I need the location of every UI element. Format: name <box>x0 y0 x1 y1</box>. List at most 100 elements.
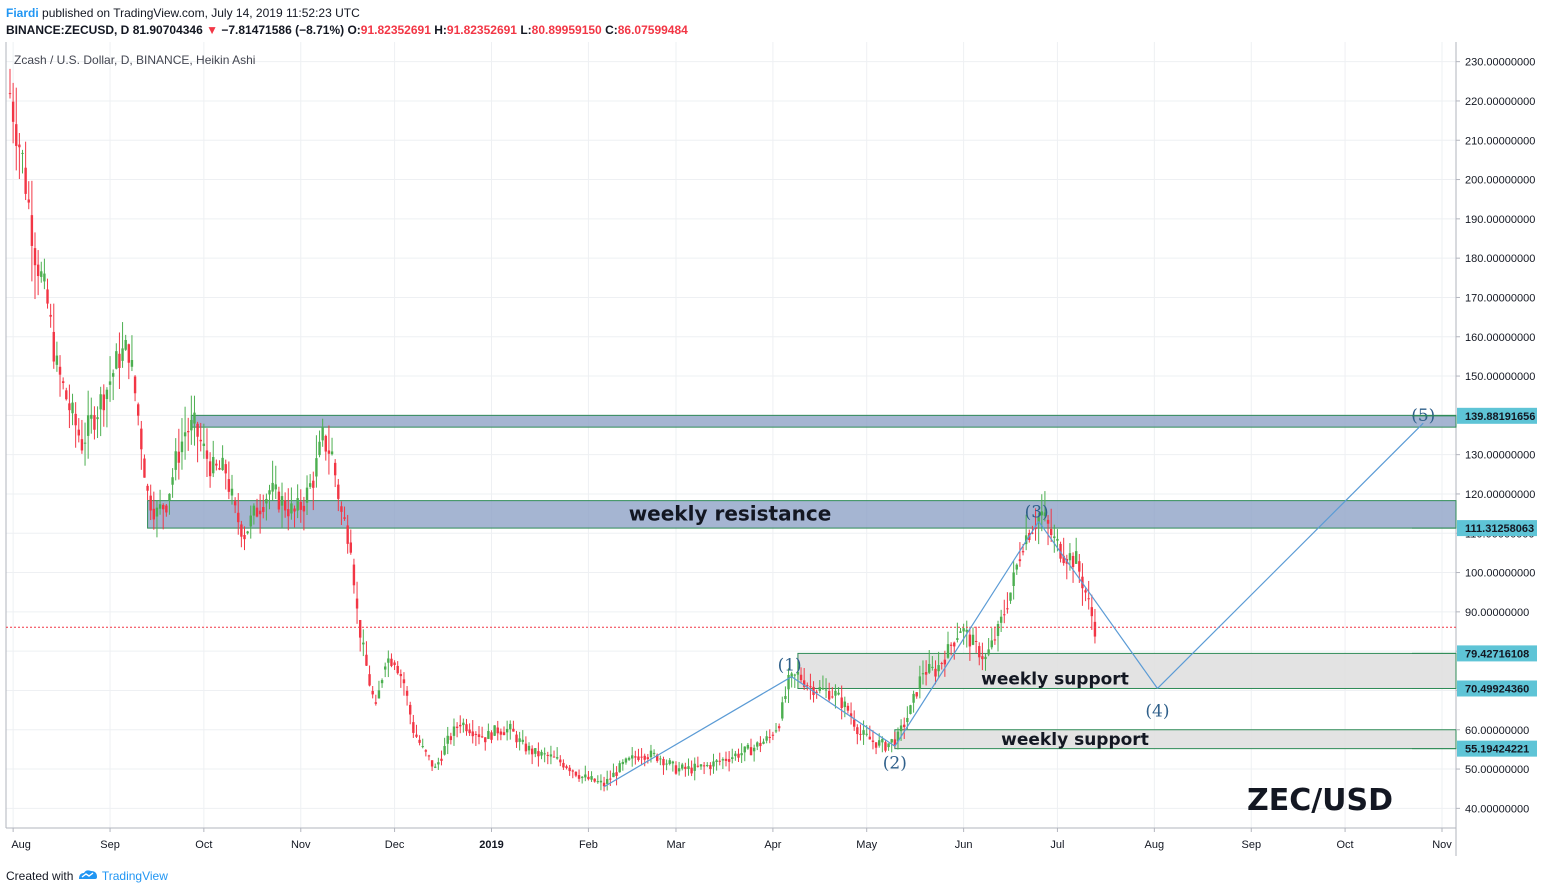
candle-body <box>1031 532 1034 534</box>
candle-body <box>390 658 393 666</box>
wave-line <box>1038 521 1158 689</box>
candle-body <box>731 757 734 759</box>
candle-body <box>168 493 171 501</box>
candle-body <box>305 487 309 503</box>
price-label-bg <box>1457 740 1537 757</box>
candle-body <box>846 705 850 711</box>
candle-body <box>937 665 940 672</box>
candle-body <box>271 482 274 492</box>
candle-body <box>740 753 743 756</box>
candle-body <box>821 688 825 690</box>
candle-body <box>218 467 221 470</box>
candle-body <box>1012 572 1015 586</box>
candle-body <box>287 509 290 517</box>
candle-body <box>8 93 12 95</box>
candle-body <box>1068 553 1072 561</box>
candle-body <box>687 766 690 769</box>
candle-body <box>1009 592 1012 601</box>
wave-line <box>894 521 1040 747</box>
candle-body <box>609 778 612 780</box>
candle-body <box>852 719 856 727</box>
chart-watermark: ZEC/USD <box>1247 783 1393 818</box>
candle-body <box>881 738 884 743</box>
candle-body <box>484 737 487 743</box>
candle-body <box>480 736 484 738</box>
candle-body <box>862 730 865 735</box>
candle-body <box>105 389 109 400</box>
low-label: L: <box>520 23 532 37</box>
candle-body <box>605 778 609 784</box>
candle-body <box>571 770 574 772</box>
candle-body <box>318 441 321 456</box>
candle-body <box>712 761 715 767</box>
chart-legend: Zcash / U.S. Dollar, D, BINANCE, Heikin … <box>14 53 255 67</box>
candle-body <box>196 423 199 437</box>
candle-body <box>777 726 781 729</box>
tradingview-link[interactable]: TradingView <box>101 869 168 883</box>
candle-body <box>321 427 324 441</box>
price-label: 111.31258063 <box>1465 523 1534 535</box>
candle-body <box>449 736 453 741</box>
candle-body <box>946 644 950 658</box>
candle-body <box>724 758 728 761</box>
candle-body <box>677 768 681 772</box>
candle-body <box>1043 512 1047 516</box>
candle-body <box>1071 555 1075 568</box>
candle-body <box>596 781 600 783</box>
candle-body <box>971 634 975 645</box>
wave-line <box>603 676 792 788</box>
candle-body <box>115 351 118 369</box>
candle-body <box>268 490 271 495</box>
candle-body <box>921 673 925 675</box>
x-tick-label: Sep <box>100 839 120 851</box>
candle-body <box>771 734 775 736</box>
candle-body <box>715 760 718 762</box>
candle-body <box>790 673 793 678</box>
candle-body <box>199 439 202 442</box>
candle-body <box>1015 564 1018 570</box>
candle-body <box>71 402 74 414</box>
candle-body <box>668 760 671 764</box>
candle-body <box>459 724 462 727</box>
y-tick-label: 210.00000000 <box>1465 135 1535 147</box>
candle-body <box>665 763 668 765</box>
y-tick-label: 180.00000000 <box>1465 253 1535 265</box>
candle-body <box>849 713 853 718</box>
candle-body <box>86 415 90 436</box>
candle-body <box>468 729 471 734</box>
author-name[interactable]: Fiardi <box>6 6 39 20</box>
candle-body <box>1053 536 1056 539</box>
tradingview-logo-icon <box>78 870 97 879</box>
candle-body <box>734 753 737 757</box>
candle-body <box>509 723 512 730</box>
candle-body <box>43 273 46 282</box>
y-tick-label: 40.00000000 <box>1465 803 1529 815</box>
candle-body <box>696 765 700 767</box>
candle-body <box>1006 608 1009 610</box>
candle-body <box>133 376 137 394</box>
candle-body <box>896 731 900 742</box>
candle-body <box>83 442 87 444</box>
candle-body <box>837 692 840 695</box>
candle-body <box>752 747 756 752</box>
candle-body <box>621 761 625 765</box>
candle-body <box>965 629 968 632</box>
candle-body <box>799 674 803 681</box>
x-tick-label: Aug <box>1145 839 1165 851</box>
candle-body <box>1037 517 1040 524</box>
candle-body <box>996 624 1000 636</box>
high-label: H: <box>434 23 447 37</box>
candle-body <box>706 765 709 767</box>
price-label: 139.88191656 <box>1465 411 1535 423</box>
candle-body <box>843 701 847 708</box>
candle-body <box>978 646 981 658</box>
close-label: C: <box>605 23 618 37</box>
x-tick-label: Jun <box>955 839 973 851</box>
candle-body <box>574 771 578 776</box>
candle-body <box>974 640 978 642</box>
candle-body <box>659 758 662 760</box>
candle-body <box>93 415 96 430</box>
candle-body <box>346 525 349 544</box>
candle-body <box>58 366 62 375</box>
